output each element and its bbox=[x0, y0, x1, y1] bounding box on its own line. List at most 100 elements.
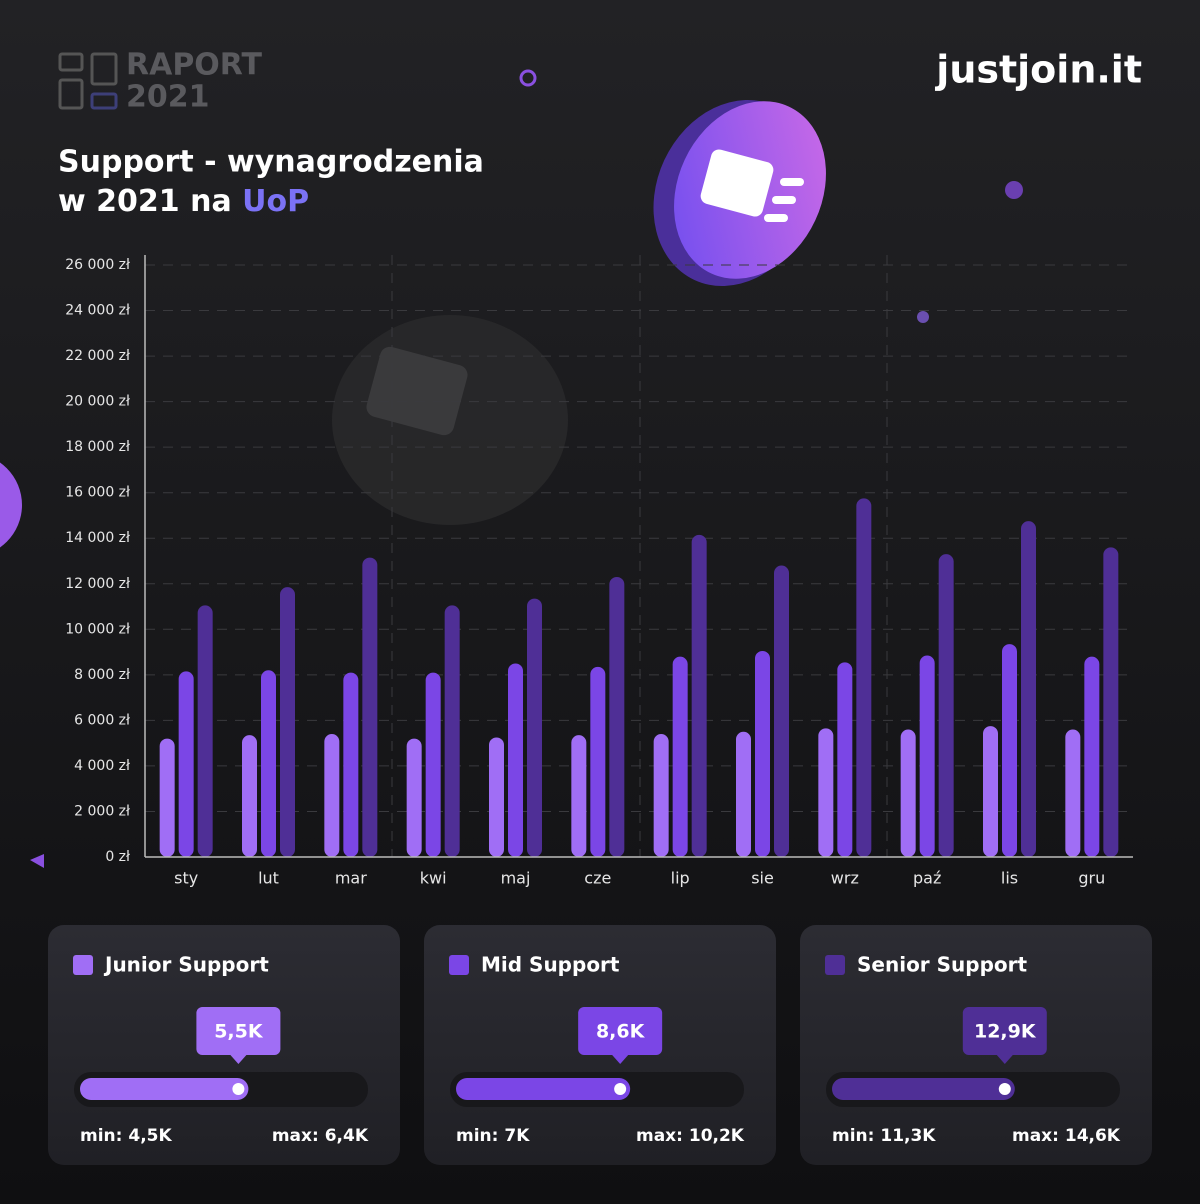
slider-knob bbox=[998, 1083, 1011, 1095]
y-tick-label: 20 000 zł bbox=[65, 394, 130, 410]
x-tick-label: maj bbox=[501, 869, 531, 888]
bar bbox=[672, 656, 688, 857]
x-tick-label: sty bbox=[174, 869, 198, 888]
cards: Junior Support 5,5K min: 4,5K max: 6,4K Mid … bbox=[48, 925, 1152, 1165]
average-value: 12,9K bbox=[974, 1021, 1037, 1043]
bar bbox=[755, 650, 770, 857]
slider-fill bbox=[456, 1078, 631, 1100]
bar bbox=[919, 655, 935, 857]
y-tick-label: 22 000 zł bbox=[65, 348, 130, 364]
bar bbox=[197, 605, 213, 857]
legend-swatch bbox=[73, 955, 93, 975]
slider-fill bbox=[832, 1078, 1015, 1100]
x-tick-label: cze bbox=[584, 869, 611, 888]
y-tick-label: 2 000 zł bbox=[74, 803, 130, 819]
bar bbox=[571, 735, 587, 857]
deco bbox=[519, 69, 537, 87]
y-tick-label: 10 000 zł bbox=[65, 621, 130, 637]
deco bbox=[0, 462, 22, 548]
bar bbox=[590, 666, 606, 857]
bar bbox=[406, 738, 422, 857]
x-tick-label: lut bbox=[258, 869, 279, 888]
y-tick-label: 14 000 zł bbox=[65, 530, 130, 546]
bar bbox=[178, 671, 194, 857]
min-value: min: 4,5K bbox=[80, 1126, 172, 1146]
bar bbox=[938, 554, 954, 857]
bar bbox=[508, 663, 523, 857]
y-tick-label: 18 000 zł bbox=[65, 439, 130, 455]
slider-knob bbox=[614, 1083, 627, 1095]
x-tick-label: paź bbox=[913, 869, 941, 888]
legend-card: Junior Support 5,5K min: 4,5K max: 6,4K bbox=[48, 925, 400, 1165]
chart-title: w 2021 na bbox=[58, 184, 232, 219]
bar bbox=[818, 728, 834, 857]
x-tick-label: mar bbox=[335, 869, 367, 888]
tooltip bbox=[962, 1007, 1047, 1055]
legend-label: Junior Support bbox=[103, 953, 269, 977]
average-value: 8,6K bbox=[596, 1021, 646, 1043]
x-tick-label: wrz bbox=[831, 869, 859, 888]
bar bbox=[242, 735, 257, 857]
chart-title-highlight: UoP bbox=[242, 184, 309, 219]
y-tick-label: 4 000 zł bbox=[74, 758, 130, 774]
bar bbox=[280, 587, 295, 857]
bar bbox=[444, 605, 460, 857]
bar bbox=[774, 565, 789, 857]
brand: justjoin.it bbox=[934, 48, 1142, 92]
bar bbox=[691, 534, 707, 857]
tooltip-tail bbox=[996, 1055, 1013, 1064]
y-tick-label: 8 000 zł bbox=[74, 667, 130, 683]
report-year: 2021 bbox=[126, 80, 210, 115]
legend-swatch bbox=[825, 955, 845, 975]
legend-card: Senior Support 12,9K min: 11,3K max: 14,6K bbox=[800, 925, 1152, 1165]
bar bbox=[343, 672, 359, 857]
y-tick-label: 0 zł bbox=[105, 849, 130, 865]
y-tick-label: 12 000 zł bbox=[65, 576, 130, 592]
bar bbox=[159, 738, 175, 857]
bar bbox=[1084, 656, 1100, 857]
deco bbox=[30, 854, 44, 868]
x-tick-label: lis bbox=[1001, 869, 1018, 888]
chart-title: w 2021 na UoP bbox=[58, 184, 309, 219]
bar bbox=[856, 498, 872, 857]
chart-title: Support - wynagrodzenia bbox=[58, 145, 484, 180]
x-tick-label: gru bbox=[1078, 869, 1105, 888]
bar bbox=[261, 670, 276, 857]
min-value: min: 7K bbox=[456, 1126, 530, 1146]
bar bbox=[1002, 644, 1017, 857]
bar bbox=[609, 576, 625, 857]
report-label: RAPORT bbox=[126, 48, 263, 83]
plot: 0 zł 2 000 zł 4 000 zł 6 000 zł 8 000 zł 10 0… bbox=[65, 257, 1133, 888]
max-value: max: 6,4K bbox=[272, 1126, 369, 1146]
legend-label: Senior Support bbox=[857, 953, 1028, 977]
bar bbox=[837, 662, 853, 857]
bar bbox=[1103, 547, 1119, 857]
x-tick-label: sie bbox=[751, 869, 774, 888]
min-value: min: 11,3K bbox=[832, 1126, 936, 1146]
bar bbox=[653, 734, 669, 857]
y-tick-label: 24 000 zł bbox=[65, 303, 130, 319]
slider-knob bbox=[232, 1083, 245, 1095]
x-tick-label: lip bbox=[671, 869, 690, 888]
tooltip-tail bbox=[230, 1055, 247, 1064]
deco bbox=[917, 311, 929, 323]
bar bbox=[1021, 521, 1036, 857]
bar bbox=[527, 598, 542, 857]
bar bbox=[324, 734, 340, 857]
logo bbox=[58, 52, 118, 110]
legend-label: Mid Support bbox=[481, 953, 620, 977]
bar bbox=[983, 726, 998, 857]
max-value: max: 10,2K bbox=[636, 1126, 745, 1146]
y-tick-label: 26 000 zł bbox=[65, 257, 130, 273]
legend-swatch bbox=[449, 955, 469, 975]
average-value: 5,5K bbox=[214, 1021, 264, 1043]
bar bbox=[900, 729, 916, 857]
tooltip bbox=[196, 1007, 281, 1055]
bar bbox=[736, 731, 751, 857]
max-value: max: 14,6K bbox=[1012, 1126, 1121, 1146]
tooltip-tail bbox=[612, 1055, 629, 1064]
x-tick-label: kwi bbox=[420, 869, 447, 888]
slider-fill bbox=[80, 1078, 249, 1100]
bar bbox=[1065, 729, 1081, 857]
